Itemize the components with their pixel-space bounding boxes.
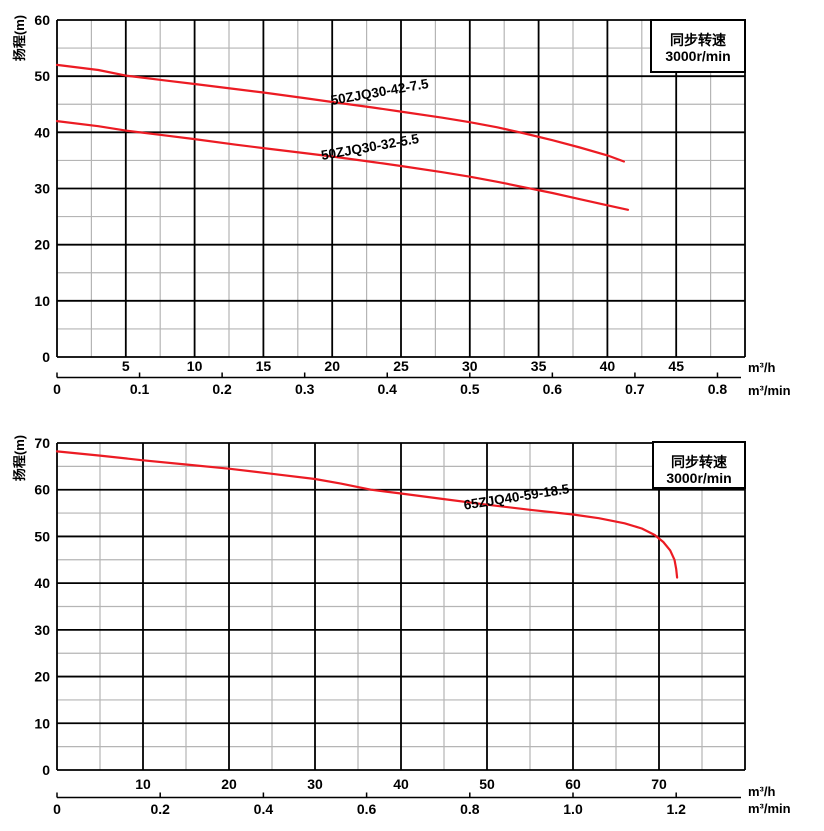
- x-tick-label: 50: [479, 776, 495, 792]
- x-axis-tick-labels: 10 20 30 40 50 60 70: [135, 776, 667, 792]
- y-axis-title: 扬程(m): [12, 15, 27, 61]
- x-tick-label: 40: [600, 358, 616, 374]
- y-tick-label: 70: [34, 435, 50, 451]
- y-tick-label: 60: [34, 12, 50, 28]
- y-axis-tick-labels: 0 10 20 30 40 50 60 70: [34, 435, 50, 778]
- legend-speed-label: 同步转速: [671, 454, 727, 470]
- y-axis-title: 扬程(m): [12, 435, 27, 481]
- secondary-x-tick-label: 0.2: [212, 381, 232, 397]
- y-tick-label: 60: [34, 482, 50, 498]
- secondary-x-tick-label: 1.0: [563, 801, 583, 817]
- curve-50zjq30-32-5.5: [55, 120, 630, 211]
- secondary-x-tick-label: 0.6: [543, 381, 563, 397]
- y-tick-label: 20: [34, 237, 50, 253]
- y-tick-label: 40: [34, 124, 50, 140]
- x-tick-label: 25: [393, 358, 409, 374]
- y-tick-label: 10: [34, 293, 50, 309]
- secondary-x-axis: 0 0.2 0.4 0.6 0.8 1.0 1.2: [53, 792, 741, 817]
- x-axis-unit-secondary: m³/min: [748, 801, 791, 816]
- secondary-x-tick-label: 0.2: [150, 801, 170, 817]
- secondary-x-tick-label: 1.2: [666, 801, 686, 817]
- legend-speed-value: 3000r/min: [665, 48, 730, 64]
- y-tick-label: 10: [34, 715, 50, 731]
- x-axis-unit-primary: m³/h: [748, 784, 776, 799]
- secondary-x-tick-label: 0.8: [460, 801, 480, 817]
- y-tick-label: 0: [42, 349, 50, 365]
- x-tick-label: 35: [531, 358, 547, 374]
- x-tick-label: 70: [651, 776, 667, 792]
- x-tick-label: 5: [122, 358, 130, 374]
- secondary-x-tick-label: 0.8: [708, 381, 728, 397]
- y-tick-label: 30: [34, 622, 50, 638]
- secondary-x-axis: 0 0.1 0.2 0.3 0.4 0.5 0.6 0.7 0.8: [53, 372, 741, 397]
- x-tick-label: 10: [187, 358, 203, 374]
- x-tick-label: 40: [393, 776, 409, 792]
- x-tick-label: 30: [462, 358, 478, 374]
- head-flow-chart-1: 0 10 20 30 40 50 60 5 10 15 20 25 30 35 40 45 0 0.1 0.2 0.3…: [12, 12, 791, 398]
- secondary-x-tick-label: 0.5: [460, 381, 480, 397]
- secondary-x-tick-label: 0.1: [130, 381, 150, 397]
- x-tick-label: 15: [256, 358, 272, 374]
- x-tick-label: 60: [565, 776, 581, 792]
- curve-label-50zjq30-32-5.5: 50ZJQ30-32-5.5: [320, 131, 421, 163]
- curve-50zjq30-42-7.5: [55, 63, 625, 163]
- y-tick-label: 40: [34, 575, 50, 591]
- secondary-x-tick-label: 0.4: [254, 801, 274, 817]
- y-tick-label: 20: [34, 669, 50, 685]
- legend-speed-value: 3000r/min: [666, 470, 731, 486]
- x-tick-label: 20: [221, 776, 237, 792]
- secondary-x-tick-label: 0.7: [625, 381, 645, 397]
- y-axis-tick-labels: 0 10 20 30 40 50 60: [34, 12, 50, 365]
- secondary-x-tick-label: 0: [53, 801, 61, 817]
- x-axis-unit-primary: m³/h: [748, 360, 776, 375]
- y-tick-label: 50: [34, 68, 50, 84]
- curve-label-50zjq30-42-7.5: 50ZJQ30-42-7.5: [329, 76, 430, 108]
- x-tick-label: 20: [324, 358, 340, 374]
- secondary-x-tick-label: 0.3: [295, 381, 315, 397]
- legend-speed-label: 同步转速: [670, 32, 726, 48]
- y-tick-label: 0: [42, 762, 50, 778]
- major-gridlines: [56, 19, 746, 358]
- secondary-x-tick-label: 0.6: [357, 801, 377, 817]
- x-axis-unit-secondary: m³/min: [748, 383, 791, 398]
- x-tick-label: 10: [135, 776, 151, 792]
- x-tick-label: 45: [668, 358, 684, 374]
- y-tick-label: 50: [34, 528, 50, 544]
- curve-65zjq40-59-18.5: [55, 450, 679, 579]
- x-tick-label: 30: [307, 776, 323, 792]
- x-axis-tick-labels: 5 10 15 20 25 30 35 40 45: [122, 358, 684, 374]
- major-gridlines: [56, 442, 746, 771]
- secondary-x-tick-label: 0.4: [378, 381, 398, 397]
- secondary-x-tick-label: 0: [53, 381, 61, 397]
- y-tick-label: 30: [34, 181, 50, 197]
